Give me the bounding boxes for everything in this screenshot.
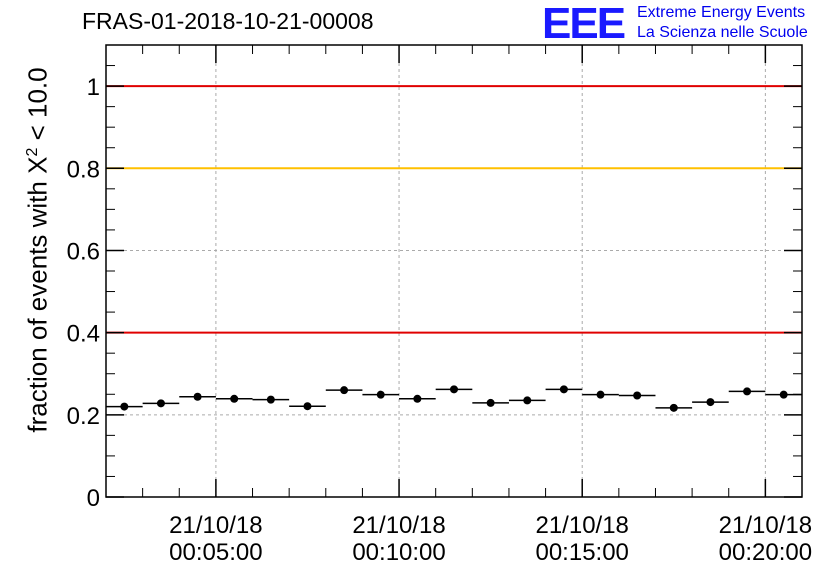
data-point — [266, 395, 275, 404]
data-point — [596, 390, 605, 399]
data-point — [633, 391, 642, 400]
y-tick-label: 1 — [87, 74, 100, 101]
data-point — [779, 390, 788, 399]
chart-title: FRAS-01-2018-10-21-00008 — [82, 8, 374, 34]
data-point — [523, 396, 532, 405]
data-point — [559, 385, 568, 394]
plot-frame — [105, 44, 803, 498]
y-tick-label: 0.2 — [67, 403, 100, 430]
data-point — [669, 403, 678, 412]
data-point — [120, 402, 129, 411]
y-tick-label: 0 — [87, 485, 100, 512]
eee-logo-text: Extreme Energy Events La Scienza nelle S… — [637, 3, 808, 43]
data-point — [413, 394, 422, 403]
x-tick-label-time: 00:05:00 — [169, 539, 262, 566]
x-tick-label-date: 21/10/18 — [352, 512, 445, 539]
data-point — [743, 387, 752, 396]
y-tick-label: 0.8 — [67, 156, 100, 183]
x-tick-label-date: 21/10/18 — [535, 512, 628, 539]
data-point — [193, 392, 202, 401]
data-point — [706, 398, 715, 407]
eee-logo-mark: EEE — [542, 0, 626, 48]
x-tick-label-time: 00:10:00 — [352, 539, 445, 566]
y-tick-label: 0.4 — [67, 321, 100, 348]
data-point — [486, 398, 495, 407]
x-tick-label-time: 00:20:00 — [719, 539, 812, 566]
logo-line-1: Extreme Energy Events — [637, 4, 806, 21]
data-point — [450, 385, 458, 394]
logo-line-2: La Scienza nelle Scuole — [637, 24, 808, 41]
y-tick-label: 0.6 — [67, 238, 100, 265]
data-point — [376, 390, 385, 399]
data-point — [303, 402, 312, 411]
data-point — [230, 394, 239, 403]
x-tick-label-date: 21/10/18 — [169, 512, 262, 539]
data-point — [156, 399, 165, 408]
x-tick-label-date: 21/10/18 — [719, 512, 812, 539]
data-point — [340, 386, 349, 395]
x-tick-label-time: 00:15:00 — [535, 539, 628, 566]
